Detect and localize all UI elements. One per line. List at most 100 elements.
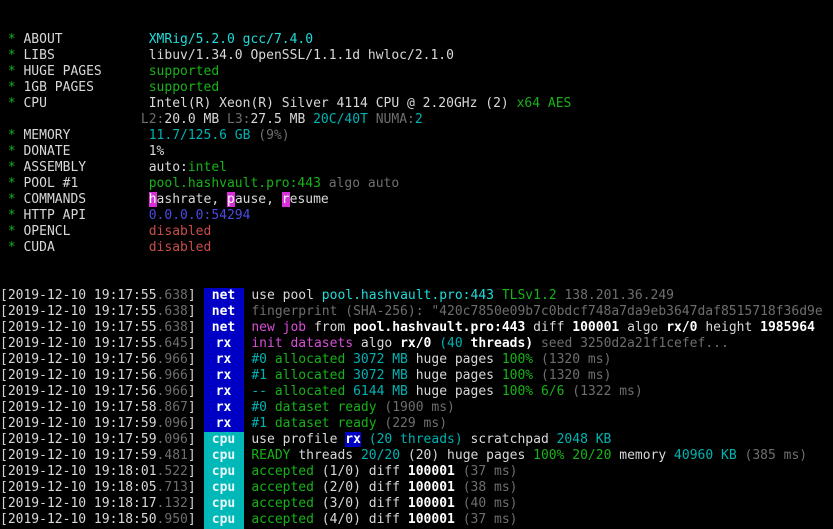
log-tag-net: net <box>203 288 244 304</box>
log-segment: huge pages <box>407 368 502 383</box>
log-segment: 40960 KB <box>674 448 737 463</box>
log-segment: (1320 ms) <box>540 368 612 383</box>
log-timestamp-end: ] <box>187 480 204 495</box>
log-tag-rx: rx <box>203 384 244 400</box>
banner-value: disabled <box>148 224 212 239</box>
banner-label: MEMORY <box>23 128 149 143</box>
log-segment <box>533 368 541 383</box>
banner-row: * ABOUT XMRig/5.2.0 gcc/7.4.0 <box>0 32 833 48</box>
banner-row: * ASSEMBLY auto:intel <box>0 160 833 176</box>
log-line: [2019-12-10 19:18:05.713] cpu accepted (… <box>0 480 833 496</box>
log-timestamp: [2019-12-10 19:17:55 <box>0 320 157 335</box>
log-tag-rx: rx <box>203 336 244 352</box>
log-timestamp: [2019-12-10 19:17:59 <box>0 448 157 463</box>
log-segment: 100001 <box>407 496 463 511</box>
banner-label: 1GB PAGES <box>23 80 149 95</box>
cpu-l3-label: L3: <box>227 112 251 127</box>
log-segment: 100% <box>501 352 534 367</box>
cpu-l2-label: L2: <box>140 112 165 127</box>
log-segment: use profile <box>251 432 346 447</box>
log-segment: huge pages <box>407 384 502 399</box>
log-segment: fingerprint (SHA-256): "420c7850e09b7c0b… <box>251 304 823 319</box>
log-line: [2019-12-10 19:18:17.132] cpu accepted (… <box>0 496 833 512</box>
log-segment: pool.hashvault.pro:443 <box>353 320 534 335</box>
bullet-icon: * <box>0 160 24 175</box>
log-segment: from <box>313 320 354 335</box>
bullet-icon: * <box>0 144 24 159</box>
log-segment: TLSv1.2 <box>501 288 565 303</box>
bullet-icon: * <box>0 128 24 143</box>
log-timestamp-ms: .132 <box>156 496 188 511</box>
command-pause-key[interactable]: p <box>227 192 235 207</box>
log-segment: #0 <box>251 400 267 415</box>
log-segment: 100001 <box>407 512 463 527</box>
log-segment: init datasets <box>251 336 361 351</box>
log-segment: (40 ms) <box>462 496 518 511</box>
log-tag-rx: rx <box>203 368 244 384</box>
banner-label: ASSEMBLY <box>23 160 149 175</box>
command-resume-label[interactable]: esume <box>289 192 329 207</box>
log-segment: diff <box>368 512 408 527</box>
banner-value: XMRig/5.2.0 gcc/7.4.0 <box>148 32 314 47</box>
log-segment: dataset ready <box>267 400 385 415</box>
log-timestamp: [2019-12-10 19:17:56 <box>0 352 157 367</box>
log-line: [2019-12-10 19:17:55.638] net new job fr… <box>0 320 833 336</box>
cpu-cores-value: 20C/40T <box>313 112 376 127</box>
log-segment: (38 ms) <box>462 480 518 495</box>
log-timestamp-end: ] <box>187 464 204 479</box>
log-timestamp: [2019-12-10 19:17:59 <box>0 416 157 431</box>
log-segment: 100001 <box>407 480 463 495</box>
log-tag-net: net <box>203 320 244 336</box>
command-hashrate-label[interactable]: ashrate, <box>156 192 227 207</box>
log-tag-cpu: cpu <box>203 496 244 512</box>
log-line: [2019-12-10 19:17:55.638] net fingerprin… <box>0 304 833 320</box>
command-resume-key[interactable]: r <box>281 192 290 207</box>
log-line: [2019-12-10 19:17:56.966] rx -- allocate… <box>0 384 833 400</box>
log-timestamp: [2019-12-10 19:17:58 <box>0 400 157 415</box>
log-segment: (37 ms) <box>462 464 518 479</box>
log-timestamp: [2019-12-10 19:18:05 <box>0 480 157 495</box>
log-timestamp-end: ] <box>187 352 204 367</box>
log-segment: 100001 <box>407 464 463 479</box>
banner-label: CPU <box>23 96 149 111</box>
log-timestamp-ms: .638 <box>156 320 188 335</box>
log-segment: rx/0 <box>400 336 440 351</box>
bullet-icon: * <box>0 176 24 191</box>
bullet-icon: * <box>0 240 24 255</box>
banner-value: 1% <box>148 144 165 159</box>
cpu-flags: x64 AES <box>516 96 572 111</box>
log-segment: threads) <box>470 336 541 351</box>
banner-value: supported <box>148 64 220 79</box>
log-segment: (385 ms) <box>744 448 808 463</box>
log-tag-cpu: cpu <box>203 448 244 464</box>
log-timestamp-ms: .966 <box>156 352 188 367</box>
banner-row: * MEMORY 11.7/125.6 GB (9%) <box>0 128 833 144</box>
log-line: [2019-12-10 19:17:59.481] cpu READY thre… <box>0 448 833 464</box>
log-tag-cpu: cpu <box>203 480 244 496</box>
log-segment: accepted <box>251 496 322 511</box>
log-timestamp-end: ] <box>187 320 204 335</box>
bullet-icon: * <box>0 192 24 207</box>
log-segment: (20 threads) <box>368 432 463 447</box>
bullet-icon: * <box>0 48 24 63</box>
log-tag-rx: rx <box>203 352 244 368</box>
log-timestamp-ms: .481 <box>156 448 188 463</box>
log-line: [2019-12-10 19:17:55.645] rx init datase… <box>0 336 833 352</box>
log-line: [2019-12-10 19:17:59.096] cpu use profil… <box>0 432 833 448</box>
log-timestamp: [2019-12-10 19:17:55 <box>0 288 157 303</box>
banner-row: * HUGE PAGES supported <box>0 64 833 80</box>
log-segment: 20/20 <box>360 448 408 463</box>
log-segment: use pool <box>251 288 322 303</box>
log-timestamp: [2019-12-10 19:17:55 <box>0 336 157 351</box>
command-pause-label[interactable]: ause, <box>234 192 282 207</box>
command-hashrate-key[interactable]: h <box>148 192 157 207</box>
log-segment: READY <box>251 448 299 463</box>
log-timestamp-ms: .645 <box>156 336 188 351</box>
log-segment: 3072 MB <box>353 352 408 367</box>
banner-row: * COMMANDS hashrate, pause, resume <box>0 192 833 208</box>
log-segment: rx/0 <box>666 320 706 335</box>
log-timestamp: [2019-12-10 19:17:59 <box>0 432 157 447</box>
log-segment: diff <box>368 496 408 511</box>
banner-value: supported <box>148 80 220 95</box>
